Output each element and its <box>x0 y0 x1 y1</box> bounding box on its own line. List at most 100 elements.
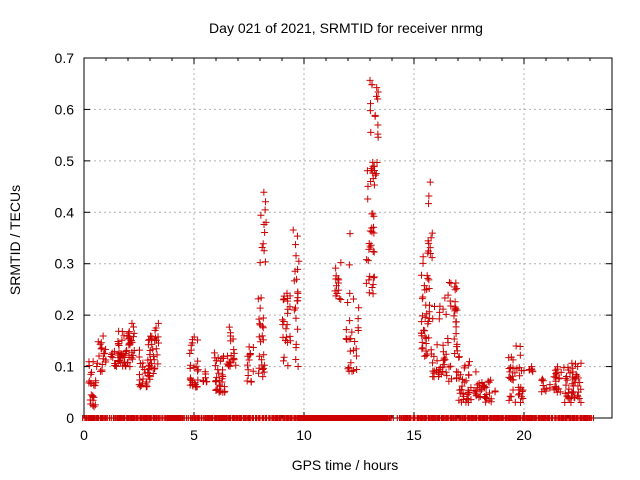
data-point <box>374 88 382 96</box>
data-point <box>114 340 122 348</box>
data-point <box>98 344 106 352</box>
data-point <box>258 356 266 364</box>
grid-lines <box>84 58 612 418</box>
data-point <box>123 346 131 354</box>
zero-marker <box>101 415 111 421</box>
data-point <box>143 382 151 390</box>
data-point <box>295 257 303 265</box>
data-point <box>452 330 460 338</box>
zero-marker <box>515 415 524 421</box>
data-point <box>577 359 585 367</box>
data-point <box>452 279 460 287</box>
data-point <box>227 332 235 340</box>
data-point <box>355 304 363 312</box>
data-point <box>259 365 267 373</box>
data-point <box>343 336 351 344</box>
data-point <box>129 323 137 331</box>
data-point <box>425 247 433 255</box>
data-point <box>109 354 117 362</box>
data-point <box>425 276 433 284</box>
data-point <box>481 394 489 402</box>
data-point <box>118 336 126 344</box>
data-point <box>538 376 546 384</box>
data-point <box>97 345 105 353</box>
data-point <box>279 333 287 341</box>
data-point <box>279 357 287 365</box>
data-point <box>337 259 345 267</box>
data-point <box>261 228 269 236</box>
data-point <box>429 315 437 323</box>
data-point <box>87 400 95 408</box>
data-point <box>374 130 382 138</box>
data-point <box>436 364 444 372</box>
data-point <box>194 336 202 344</box>
data-point <box>224 352 232 360</box>
data-point <box>538 375 546 383</box>
data-point <box>125 341 133 349</box>
data-point <box>512 342 520 350</box>
data-point <box>193 383 201 391</box>
data-point <box>426 178 434 186</box>
data-point <box>244 371 252 379</box>
data-point <box>110 347 118 355</box>
data-point <box>436 308 444 316</box>
data-point <box>352 352 360 360</box>
data-point <box>246 350 254 358</box>
data-point <box>118 328 126 336</box>
data-point <box>505 354 513 362</box>
data-point <box>364 182 372 190</box>
data-point <box>212 357 220 365</box>
data-point <box>280 353 288 361</box>
data-point <box>516 399 524 407</box>
data-point <box>112 362 120 370</box>
data-point <box>284 305 292 313</box>
data-point <box>484 377 492 385</box>
data-point <box>467 396 475 404</box>
data-point <box>457 371 465 379</box>
zero-marker <box>420 415 430 421</box>
data-point <box>451 307 459 315</box>
data-point <box>577 399 585 407</box>
zero-marker <box>258 415 267 421</box>
data-point <box>572 360 580 368</box>
data-point <box>369 281 377 289</box>
zero-marker <box>434 415 443 421</box>
zero-marker <box>550 415 559 421</box>
data-point <box>370 167 378 175</box>
zero-marker <box>207 415 216 421</box>
zero-marker <box>385 415 394 421</box>
data-point <box>99 332 107 340</box>
y-axis-label: SRMTID / TECUs <box>7 185 23 295</box>
data-point <box>421 313 429 321</box>
y-tick-label: 0.7 <box>55 50 75 66</box>
data-point <box>146 373 154 381</box>
data-point <box>139 375 147 383</box>
data-point <box>425 308 433 316</box>
data-point <box>293 232 301 240</box>
data-point <box>509 364 517 372</box>
data-point <box>337 295 345 303</box>
data-point <box>282 325 290 333</box>
zero-marker <box>251 415 260 421</box>
zero-marker <box>119 415 128 421</box>
data-point <box>505 373 513 381</box>
data-point <box>370 181 378 189</box>
zero-marker <box>286 415 295 421</box>
data-point <box>342 326 350 334</box>
zero-marker <box>585 415 595 421</box>
zero-marker <box>225 415 234 421</box>
data-point <box>371 112 379 120</box>
data-point <box>87 379 95 387</box>
data-point <box>259 373 267 381</box>
data-point <box>424 320 432 328</box>
data-point <box>442 310 450 318</box>
data-point <box>369 290 377 298</box>
data-point <box>367 128 375 136</box>
data-point <box>455 374 463 382</box>
data-point <box>475 379 483 387</box>
data-point <box>529 368 537 376</box>
data-point <box>259 314 267 322</box>
data-point <box>562 381 570 389</box>
data-point <box>365 245 373 253</box>
